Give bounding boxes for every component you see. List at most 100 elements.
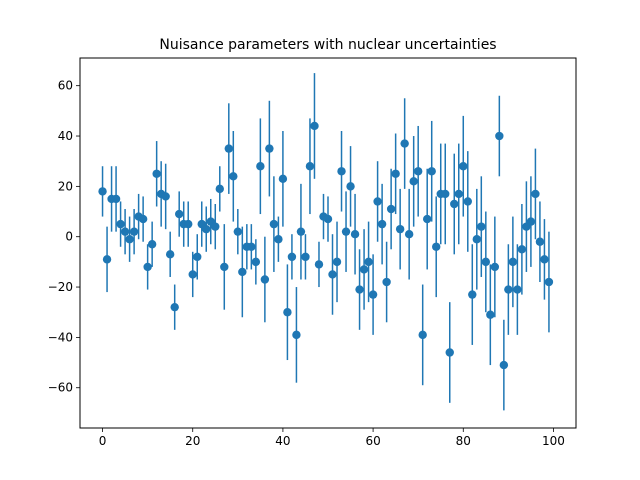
data-point: [418, 330, 427, 340]
data-point: [269, 219, 279, 229]
data-point: [278, 174, 288, 184]
x-tick-label: 20: [185, 434, 200, 448]
data-point: [147, 240, 157, 249]
data-point: [265, 144, 274, 153]
data-point: [508, 257, 518, 267]
data-point: [359, 265, 369, 274]
data-point: [175, 209, 184, 219]
data-point: [450, 199, 459, 209]
data-point: [161, 192, 170, 201]
data-point: [409, 177, 418, 186]
data-point: [404, 229, 414, 239]
data-point: [184, 219, 193, 229]
data-point: [481, 257, 491, 267]
data-point: [310, 121, 319, 131]
data-point: [535, 237, 545, 246]
data-point: [170, 302, 179, 312]
y-tick-label: 20: [58, 179, 73, 193]
data-point: [138, 214, 148, 224]
data-point: [323, 214, 333, 224]
data-point: [256, 162, 265, 171]
data-point: [427, 167, 436, 176]
data-point: [129, 227, 139, 236]
axis-ticks: 0 20 40 60 80 100 −60 −40 −20 0 20 40 60: [48, 79, 565, 448]
data-point: [215, 184, 224, 194]
data-point: [305, 162, 315, 171]
data-point: [301, 252, 310, 262]
data-point: [413, 167, 423, 176]
data-point: [540, 255, 549, 264]
data-point: [165, 250, 175, 259]
data-point: [504, 285, 513, 294]
data-point: [391, 169, 400, 178]
data-point: [220, 262, 229, 272]
axes-frame: [79, 57, 577, 429]
data-point: [260, 275, 270, 284]
data-point: [287, 252, 297, 262]
data-point: [328, 270, 337, 279]
data-point: [188, 270, 197, 279]
data-point: [423, 214, 432, 224]
data-point: [531, 189, 540, 199]
data-points: [98, 121, 554, 370]
data-point: [314, 260, 324, 269]
data-point: [238, 267, 247, 277]
data-point: [350, 229, 360, 239]
data-point: [292, 330, 301, 340]
data-point: [490, 262, 500, 272]
data-point: [116, 219, 125, 229]
data-point: [125, 235, 134, 244]
data-point: [499, 360, 509, 370]
data-point: [495, 131, 504, 141]
data-point: [486, 310, 495, 319]
x-tick-label: 60: [365, 434, 380, 448]
y-tick-label: −20: [48, 280, 73, 294]
data-point: [477, 222, 486, 231]
x-tick-label: 100: [542, 434, 565, 448]
chart-title: Nuisance parameters with nuclear uncerta…: [159, 37, 496, 53]
data-point: [526, 217, 536, 226]
data-point: [193, 252, 202, 262]
x-tick-label: 40: [275, 434, 290, 448]
data-point: [463, 197, 472, 206]
data-point: [395, 224, 405, 234]
data-point: [432, 242, 441, 251]
y-tick-label: −40: [48, 330, 73, 344]
data-point: [377, 219, 387, 229]
data-point: [229, 172, 238, 181]
x-tick-label: 80: [456, 434, 471, 448]
data-point: [274, 235, 283, 244]
data-point: [152, 169, 161, 178]
data-point: [400, 139, 409, 148]
data-point: [337, 167, 346, 176]
data-point: [355, 285, 364, 294]
y-tick-label: 0: [65, 230, 73, 244]
data-point: [120, 227, 130, 236]
data-point: [445, 348, 454, 357]
data-point: [346, 182, 355, 191]
data-point: [224, 144, 233, 153]
y-tick-label: 60: [58, 79, 73, 93]
data-point: [441, 189, 450, 199]
data-point: [454, 189, 463, 199]
data-point: [341, 227, 351, 236]
data-point: [283, 308, 292, 317]
data-point: [472, 235, 481, 244]
data-point: [468, 290, 477, 299]
data-point: [382, 277, 391, 287]
data-point: [247, 242, 256, 251]
data-point: [368, 290, 378, 299]
data-point: [98, 187, 107, 196]
data-point: [102, 255, 112, 264]
data-point: [517, 245, 527, 254]
y-tick-label: 40: [58, 129, 73, 143]
data-point: [251, 257, 261, 267]
data-point: [364, 257, 373, 267]
data-point: [459, 162, 468, 171]
data-point: [513, 285, 522, 294]
data-point: [296, 227, 306, 236]
data-point: [386, 204, 396, 214]
data-point: [211, 222, 220, 231]
data-point: [233, 227, 243, 236]
